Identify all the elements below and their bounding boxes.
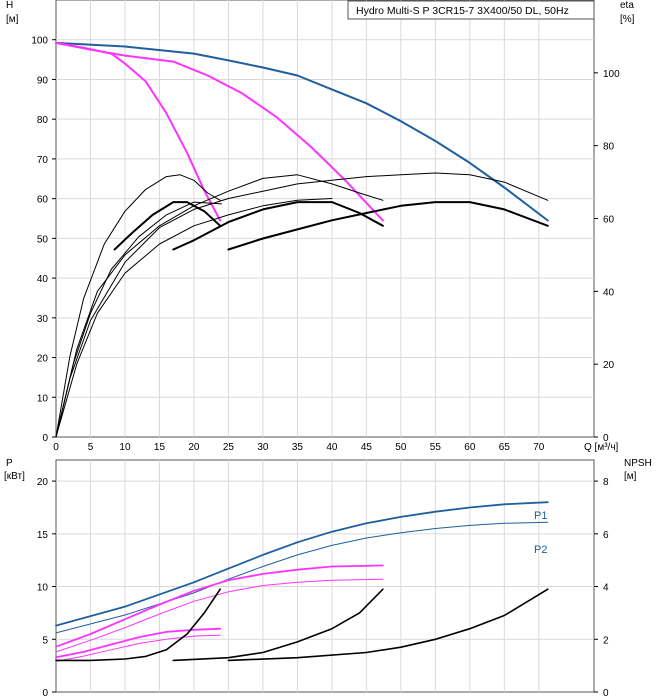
h-axis-unit: [м] [6, 14, 19, 25]
top-xtick-60: 60 [464, 442, 476, 453]
bottom-series-p2-pump-3 [55, 634, 221, 662]
top-series-eta-4 [55, 201, 222, 438]
top-ytick-60: 60 [37, 195, 49, 206]
bottom-series-p1-pump-3 [55, 627, 222, 659]
top-xtick-15: 15 [154, 442, 166, 453]
top-xtick-20: 20 [188, 442, 200, 453]
top-gridlines [56, 0, 594, 437]
top-series-group [55, 41, 549, 438]
top-ytick-70: 70 [37, 155, 49, 166]
bottom-tick-labels: 0 5 10 15 20 0 2 4 6 8 [37, 477, 609, 699]
top-xtick-45: 45 [361, 442, 373, 453]
top-series-eta-1 [55, 172, 549, 438]
bottom-y2tick-4: 4 [603, 583, 609, 594]
top-y2tick-100: 100 [603, 69, 620, 80]
bottom-ytick-20: 20 [37, 477, 49, 488]
top-series-h-pump-3 [55, 41, 222, 222]
top-series-eta-2 [55, 174, 384, 438]
top-series-eta-5 [55, 198, 333, 438]
chart-title: Hydro Multi-S P 3CR15-7 3X400/50 DL, 50H… [356, 5, 569, 17]
bottom-series-npsh-3 [55, 588, 221, 662]
bottom-series-p1-pump-2 [55, 564, 384, 648]
bottom-series-p1-pump-1 [55, 501, 549, 627]
top-xtick-55: 55 [430, 442, 442, 453]
top-xtick-30: 30 [257, 442, 269, 453]
top-y2tick-0: 0 [603, 433, 609, 444]
bottom-series-npsh-1 [227, 588, 549, 662]
top-ytick-100: 100 [31, 36, 48, 47]
p2-label: P2 [534, 544, 547, 556]
bottom-series-npsh-2 [172, 588, 384, 662]
eta-axis-unit: [%] [620, 14, 635, 25]
bottom-y2tick-6: 6 [603, 530, 609, 541]
top-y2tick-60: 60 [603, 215, 615, 226]
h-axis-label: H [6, 0, 13, 11]
top-xtick-10: 10 [119, 442, 131, 453]
top-plot-area [55, 0, 595, 438]
top-series-h-pump-1 [55, 41, 549, 222]
top-series-eta-1-bold [227, 201, 549, 251]
bottom-ytick-5: 5 [42, 635, 48, 646]
p1-label: P1 [534, 510, 547, 522]
x-axis-label: Q [м³/ч] [584, 442, 619, 453]
bottom-gridlines [56, 460, 594, 692]
p-axis-label: P [6, 458, 13, 469]
top-tick-labels: 0 10 20 30 40 50 60 70 80 90 100 0 20 40 60 80 100 0 5 10 15… [31, 36, 620, 453]
top-xtick-70: 70 [533, 442, 545, 453]
top-xtick-65: 65 [499, 442, 511, 453]
bottom-y2tick-2: 2 [603, 635, 609, 646]
top-ytick-80: 80 [37, 115, 49, 126]
npsh-axis-unit: [м] [624, 471, 637, 482]
bottom-ytick-15: 15 [37, 530, 49, 541]
top-series-eta-3 [55, 174, 221, 438]
p-axis-unit: [кВт] [4, 471, 25, 482]
top-series-eta-3-bold [113, 201, 222, 251]
top-y2tick-20: 20 [603, 360, 615, 371]
top-ytick-30: 30 [37, 314, 49, 325]
top-ytick-0: 0 [42, 433, 48, 444]
top-ytick-90: 90 [37, 75, 49, 86]
bottom-series-group [55, 501, 549, 662]
top-xtick-5: 5 [88, 442, 94, 453]
top-y2tick-80: 80 [603, 142, 615, 153]
npsh-axis-label: NPSH [624, 458, 652, 469]
bottom-y2tick-8: 8 [603, 477, 609, 488]
eta-axis-label: eta [620, 0, 634, 11]
top-xtick-35: 35 [292, 442, 304, 453]
bottom-y2tick-0: 0 [603, 688, 609, 699]
bottom-series-p2-pump-2 [55, 578, 384, 653]
top-ytick-50: 50 [37, 234, 49, 245]
top-series-eta-2-bold [172, 201, 384, 251]
bottom-ytick-0: 0 [42, 688, 48, 699]
top-xtick-40: 40 [326, 442, 338, 453]
title-box [347, 0, 595, 20]
top-y2tick-40: 40 [603, 287, 615, 298]
top-xtick-0: 0 [53, 442, 59, 453]
top-xtick-25: 25 [223, 442, 235, 453]
top-ytick-10: 10 [37, 393, 49, 404]
bottom-ytick-10: 10 [37, 583, 49, 594]
bottom-series-p2-pump-1 [55, 521, 549, 634]
top-ytick-40: 40 [37, 274, 49, 285]
top-ytick-20: 20 [37, 354, 49, 365]
top-xtick-50: 50 [395, 442, 407, 453]
